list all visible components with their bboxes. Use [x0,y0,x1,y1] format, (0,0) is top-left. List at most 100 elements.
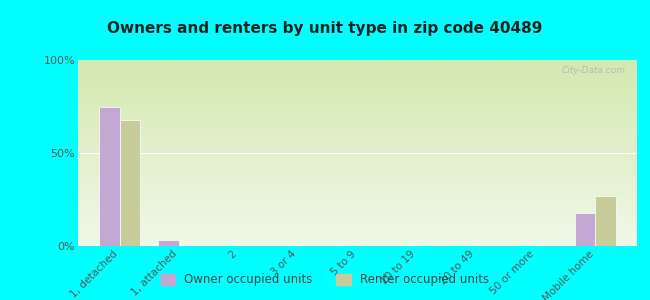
Bar [78,79,637,80]
Bar [78,173,637,175]
Bar [78,69,637,71]
Bar [78,131,637,133]
Bar [99,106,120,246]
Bar [78,122,637,123]
Bar [78,244,637,246]
Bar [78,183,637,184]
Bar [78,205,637,207]
Bar [78,90,637,92]
Bar [78,112,637,114]
Bar [78,233,637,235]
Bar [78,190,637,192]
Bar [78,214,637,216]
Bar [78,175,637,177]
Bar [78,95,637,97]
Bar [78,80,637,82]
Bar [78,237,637,239]
Bar [78,235,637,237]
Bar [78,200,637,201]
Bar [78,216,637,218]
Bar [78,212,637,214]
Bar [78,118,637,119]
Bar [78,144,637,146]
Bar [78,116,637,118]
Bar [78,231,637,233]
Bar [78,220,637,222]
Bar [78,64,637,66]
Bar [78,146,637,147]
Bar [78,242,637,244]
Bar [78,187,637,188]
Legend: Owner occupied units, Renter occupied units: Owner occupied units, Renter occupied un… [156,269,494,291]
Text: City-Data.com: City-Data.com [562,66,626,75]
Bar [78,103,637,105]
Bar [78,222,637,224]
Bar [78,66,637,68]
Bar [78,149,637,151]
Bar [78,207,637,209]
Bar [78,84,637,86]
Bar [78,127,637,129]
Bar [78,224,637,226]
Bar [575,212,595,246]
Bar [78,196,637,198]
Bar [78,172,637,173]
Bar [78,194,637,196]
Bar [78,123,637,125]
Bar [595,196,616,246]
Bar [78,192,637,194]
Bar [78,125,637,127]
Bar [78,77,637,79]
Bar [78,71,637,73]
Bar [78,179,637,181]
Bar [78,142,637,144]
Bar [78,160,637,162]
Bar [120,119,140,246]
Text: Owners and renters by unit type in zip code 40489: Owners and renters by unit type in zip c… [107,21,543,36]
Bar [78,94,637,95]
Bar [78,166,637,168]
Bar [78,181,637,183]
Bar [78,97,637,99]
Bar [78,218,637,220]
Bar [78,134,637,136]
Bar [78,73,637,75]
Bar [78,226,637,227]
Bar [78,92,637,94]
Bar [159,240,179,246]
Bar [78,188,637,190]
Bar [78,147,637,149]
Bar [78,60,637,62]
Bar [78,136,637,138]
Bar [78,129,637,131]
Bar [78,140,637,142]
Bar [78,62,637,64]
Bar [78,240,637,242]
Bar [78,110,637,112]
Bar [78,164,637,166]
Bar [78,68,637,69]
Bar [78,119,637,122]
Bar [78,209,637,211]
Bar [78,75,637,77]
Bar [78,82,637,84]
Bar [78,138,637,140]
Bar [78,170,637,172]
Bar [78,198,637,200]
Bar [78,101,637,103]
Bar [78,86,637,88]
Bar [78,133,637,134]
Bar [78,162,637,164]
Bar [78,168,637,170]
Bar [78,99,637,101]
Bar [78,201,637,203]
Bar [78,203,637,205]
Bar [78,105,637,106]
Bar [78,88,637,90]
Bar [78,238,637,240]
Bar [78,151,637,153]
Bar [78,106,637,108]
Bar [78,155,637,157]
Bar [78,153,637,155]
Bar [78,157,637,159]
